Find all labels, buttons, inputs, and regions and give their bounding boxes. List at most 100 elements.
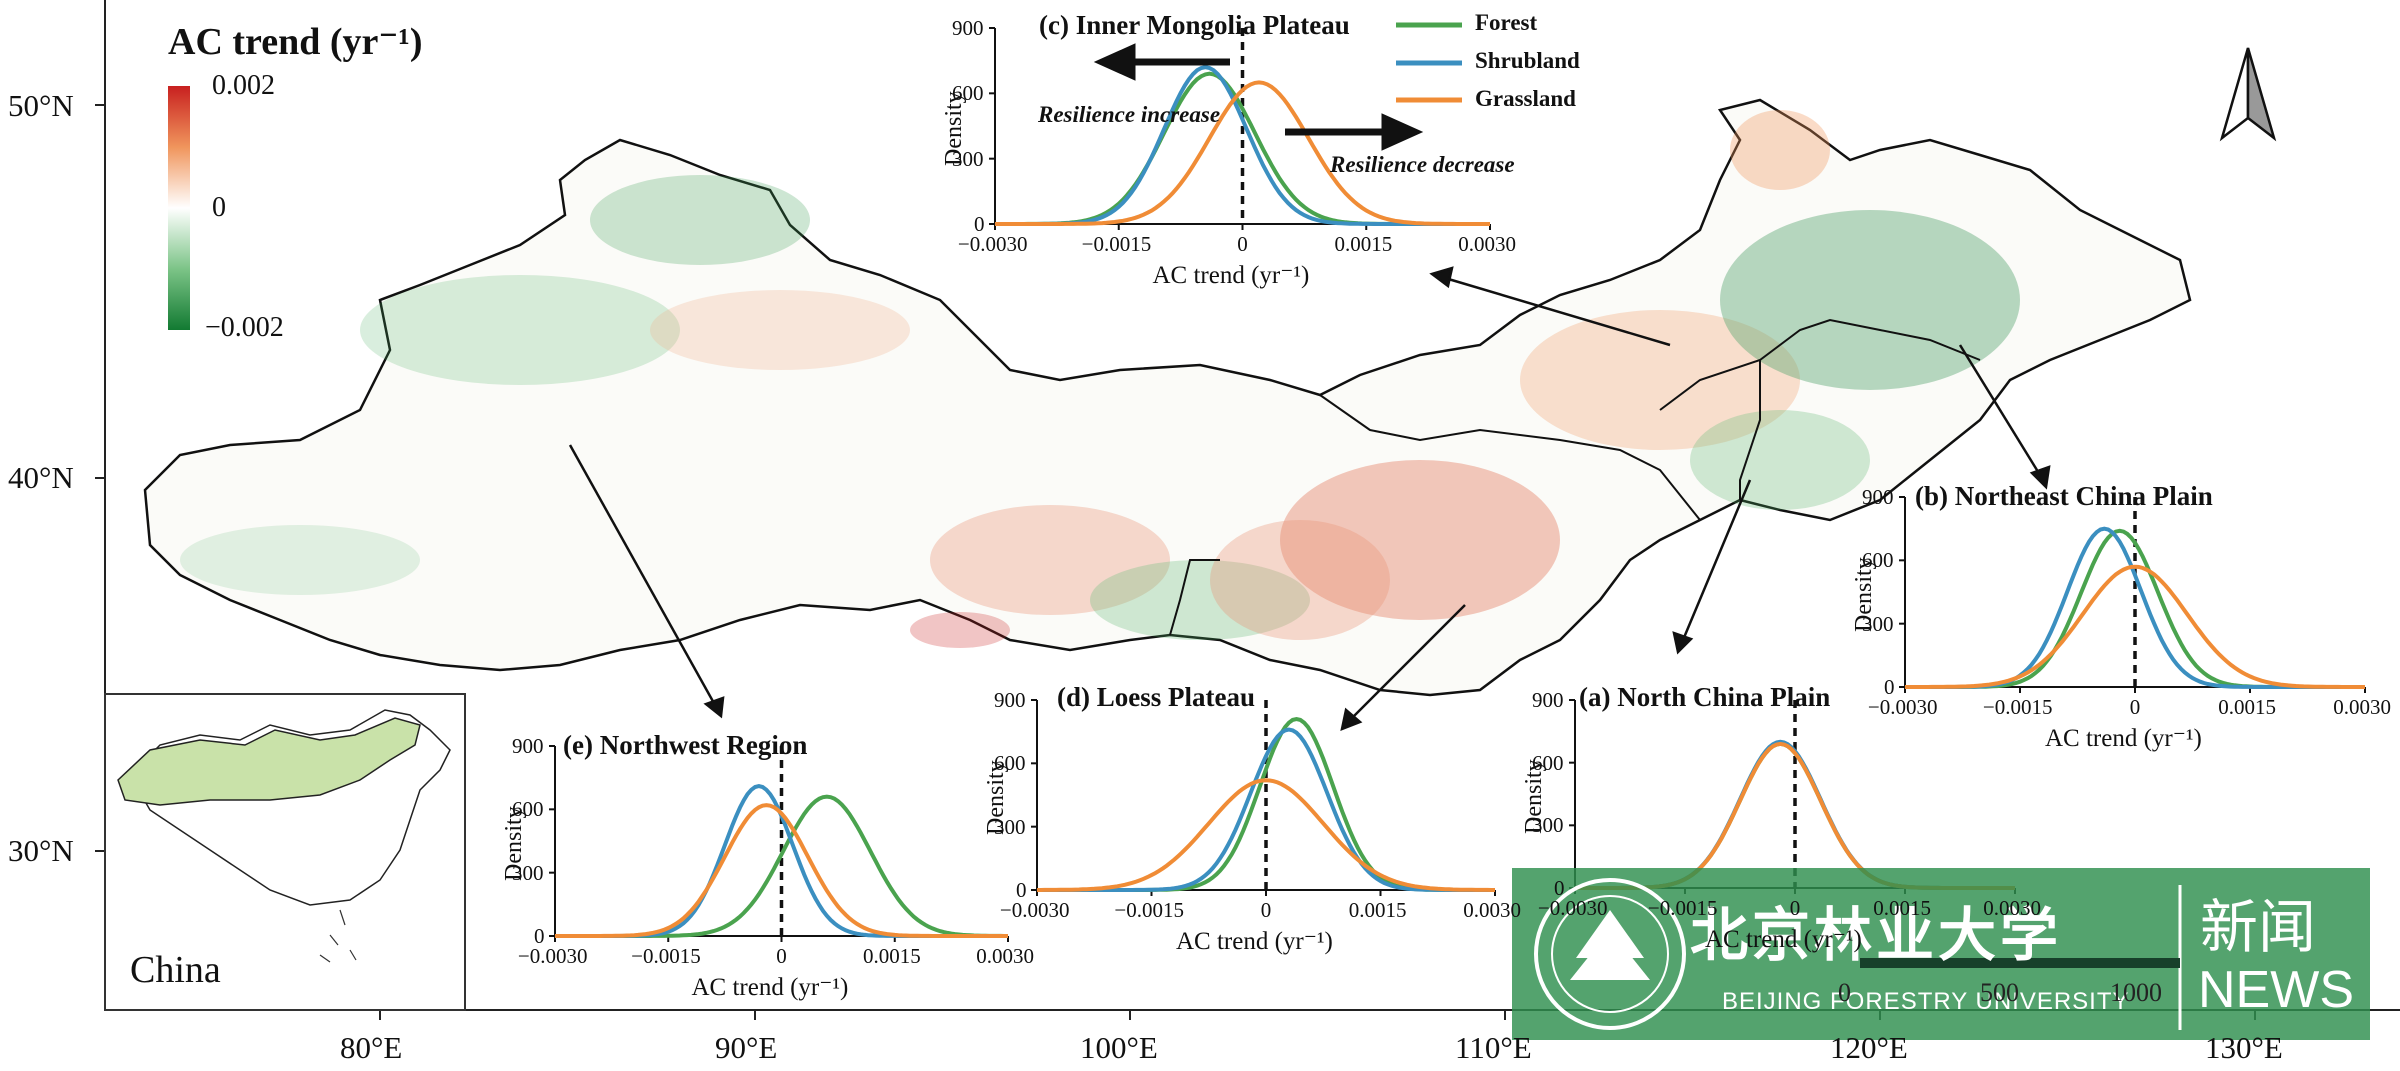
x-tick-label: 0.0030 xyxy=(976,944,1034,968)
x-tick-label: −0.0030 xyxy=(999,898,1070,922)
series-grassland xyxy=(555,803,1008,938)
y-axis-label: Density xyxy=(1521,759,1547,834)
x-tick-label: −0.0015 xyxy=(1114,898,1184,922)
scale-tick: 1000 xyxy=(2110,978,2162,1007)
y-tick-label: 900 xyxy=(1862,485,1894,509)
y-tick-label: 0 xyxy=(974,212,985,236)
x-axis-label: AC trend (yr⁻¹) xyxy=(1152,262,1310,289)
y-tick-label: 300 xyxy=(1862,611,1894,636)
inset-islands xyxy=(319,909,357,963)
x-tick-label: 0.0030 xyxy=(1458,232,1516,256)
annotation-increase: Resilience increase xyxy=(1038,102,1221,127)
watermark-block xyxy=(1512,868,2370,1040)
y-tick-label: 900 xyxy=(994,688,1026,712)
x-tick-label: 0.0030 xyxy=(1463,898,1521,922)
panel-title: (a) North China Plain xyxy=(1579,682,1831,712)
x-tick-label: 0.0015 xyxy=(1334,232,1393,256)
x-tick-label: −0.0015 xyxy=(1647,896,1718,920)
lon-label: 100°E xyxy=(1080,1030,1158,1065)
inset-label: China xyxy=(130,949,221,991)
y-tick-label: 600 xyxy=(1862,548,1894,573)
y-tick-label: 900 xyxy=(952,16,984,40)
y-tick-label: 0 xyxy=(1016,878,1027,902)
lat-ticks xyxy=(95,104,105,852)
x-axis-label: AC trend (yr⁻¹) xyxy=(1176,928,1333,955)
y-axis-label: Density xyxy=(941,91,967,166)
panel-title: (b) Northeast China Plain xyxy=(1915,481,2213,511)
x-axis-label: AC trend (yr⁻¹) xyxy=(2045,725,2202,752)
panel-title: (c) Inner Mongolia Plateau xyxy=(1039,10,1350,40)
series-shrubland xyxy=(1037,727,1495,892)
study-area-outline xyxy=(143,98,2192,697)
panel-title: (d) Loess Plateau xyxy=(1057,682,1255,712)
annotation-decrease: Resilience decrease xyxy=(1330,152,1515,177)
kde-panel-e xyxy=(549,745,1009,942)
x-tick-label: −0.0015 xyxy=(631,944,701,968)
y-axis-label: Density xyxy=(501,806,527,881)
x-axis-label: AC trend (yr⁻¹) xyxy=(1705,926,1862,953)
lon-label: 80°E xyxy=(340,1030,403,1065)
legend-max: 0.002 xyxy=(212,70,275,101)
series-shrubland xyxy=(1905,526,2365,689)
y-tick-label: 300 xyxy=(1532,813,1564,838)
inset-study-area xyxy=(117,717,421,806)
lon-label: 130°E xyxy=(2205,1030,2283,1065)
x-tick-label: 0 xyxy=(1789,896,1801,920)
series-grassland xyxy=(1037,778,1495,892)
x-tick-label: 0.0030 xyxy=(1983,896,2041,920)
scale-tick: 0 xyxy=(1838,978,1851,1007)
legend-min: −0.002 xyxy=(205,312,284,343)
lon-label: 90°E xyxy=(715,1030,778,1065)
watermark-news: NEWS xyxy=(2198,961,2354,1019)
kde-legend-lines xyxy=(1396,22,1462,103)
scale-tick: 500 xyxy=(1980,978,2019,1007)
y-tick-label: 600 xyxy=(512,797,544,822)
lat-label: 40°N xyxy=(8,460,74,495)
x-tick-label: −0.0030 xyxy=(1867,695,1938,719)
kde-legend-shrubland: Shrubland xyxy=(1475,48,1580,73)
lon-label: 110°E xyxy=(1455,1030,1532,1065)
y-tick-label: 0 xyxy=(534,924,545,948)
colorbar xyxy=(168,86,190,330)
y-axis-label: Density xyxy=(1851,557,1877,632)
y-tick-label: 0 xyxy=(1554,876,1565,900)
kde-panel-b xyxy=(1899,496,2366,693)
y-tick-label: 0 xyxy=(1884,675,1895,699)
x-axis-label: AC trend (yr⁻¹) xyxy=(691,974,849,1001)
lat-label: 30°N xyxy=(8,833,74,868)
watermark-en: BEIJING FORESTRY UNIVERSITY xyxy=(1722,988,2130,1015)
kde-legend-grassland: Grassland xyxy=(1475,86,1576,111)
region-boundaries xyxy=(1169,318,1981,636)
x-tick-label: 0 xyxy=(1237,232,1248,256)
y-tick-label: 300 xyxy=(952,146,984,171)
x-tick-label: −0.0030 xyxy=(517,944,588,968)
x-tick-label: 0.0030 xyxy=(2333,695,2391,719)
panel-title: (e) Northwest Region xyxy=(563,730,808,760)
y-tick-label: 600 xyxy=(952,81,984,106)
lon-label: 120°E xyxy=(1830,1030,1908,1065)
series-grassland xyxy=(1905,564,2365,689)
x-tick-label: 0 xyxy=(1260,898,1272,922)
y-axis-label: Density xyxy=(983,760,1009,835)
kde-panel-c xyxy=(989,27,1491,230)
legend-mid: 0 xyxy=(212,192,226,223)
lat-label: 50°N xyxy=(8,88,74,123)
ac-trend-raster xyxy=(180,110,2020,648)
kde-panel-a xyxy=(1569,699,2016,894)
kde-legend-forest: Forest xyxy=(1475,10,1538,35)
x-tick-label: 0 xyxy=(776,944,787,968)
y-tick-label: 300 xyxy=(994,814,1026,839)
x-tick-label: 0.0015 xyxy=(1348,898,1407,922)
legend-title: AC trend (yr⁻¹) xyxy=(168,21,423,63)
y-tick-label: 600 xyxy=(994,751,1026,776)
y-tick-label: 900 xyxy=(1532,688,1564,712)
north-arrow-icon xyxy=(2219,47,2277,142)
pointer-arrows xyxy=(568,266,2051,732)
series-grassland xyxy=(995,80,1490,226)
x-tick-label: 0 xyxy=(2129,695,2141,719)
resilience-arrows xyxy=(1093,43,1424,151)
x-tick-label: −0.0030 xyxy=(957,232,1028,256)
x-tick-label: −0.0015 xyxy=(1081,232,1152,256)
